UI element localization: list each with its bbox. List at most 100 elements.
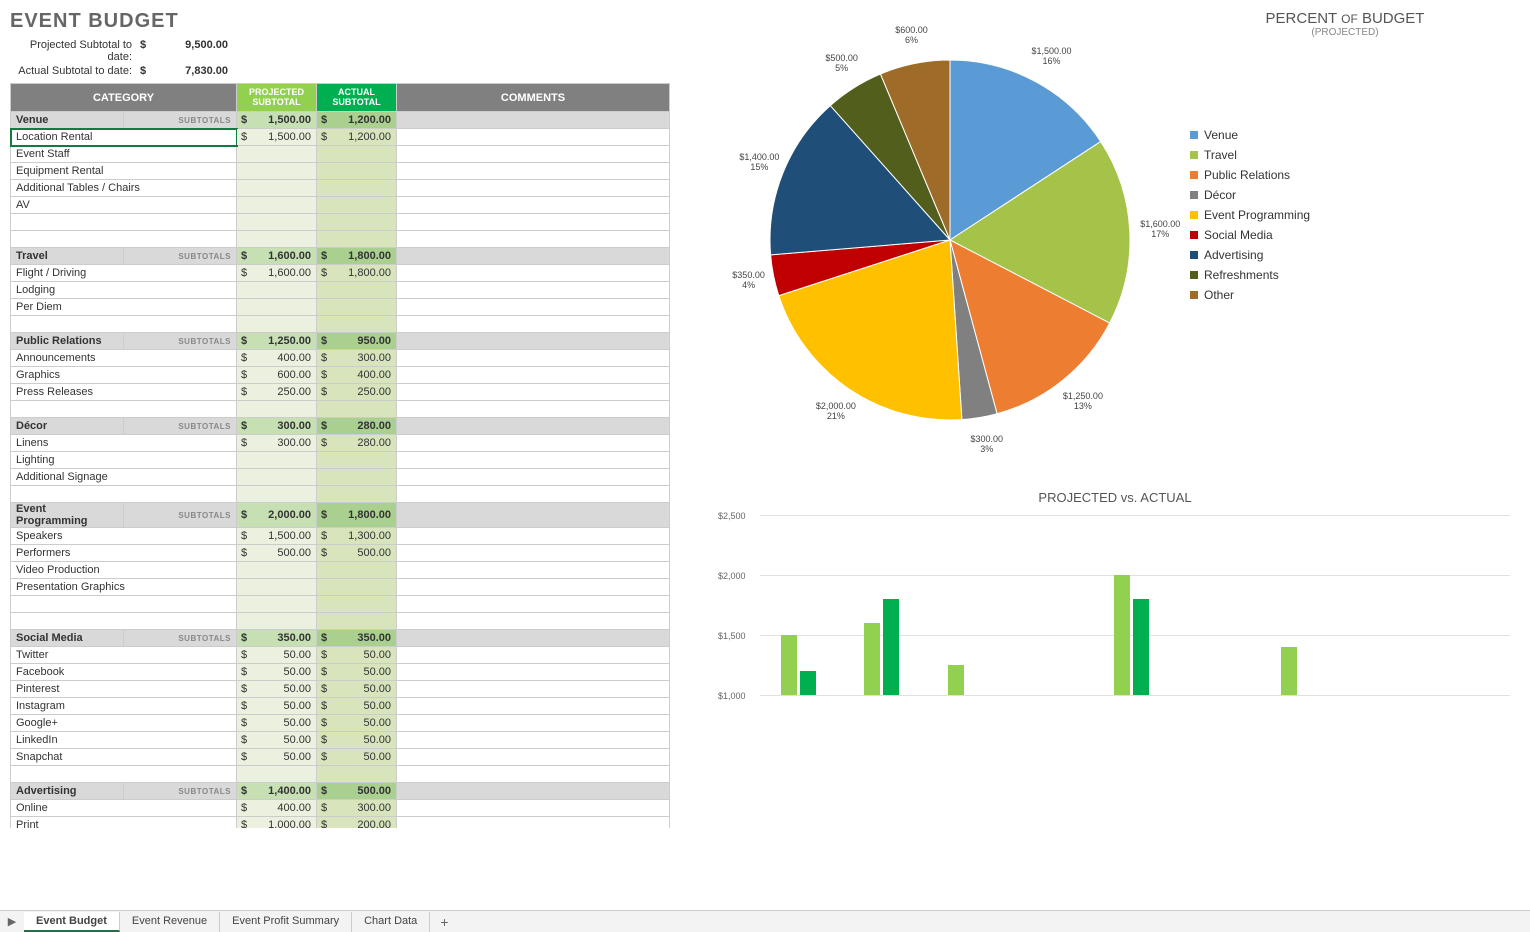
table-row[interactable]: Print $1,000.00 $200.00 [11, 817, 670, 829]
gridline: $1,000 [760, 695, 1510, 696]
bar-projected[interactable] [948, 665, 964, 695]
bar-group[interactable] [948, 665, 988, 695]
category-header-row[interactable]: Event Programming SUBTOTALS $2,000.00 $1… [11, 503, 670, 528]
pie-slice-label: $2,000.0021% [808, 402, 863, 422]
bar-projected[interactable] [1114, 575, 1130, 695]
bar-group[interactable] [1281, 647, 1321, 695]
y-axis-label: $1,000 [718, 691, 746, 701]
bar-actual[interactable] [883, 599, 899, 695]
table-row[interactable]: Instagram $50.00 $50.00 [11, 698, 670, 715]
pie-slice-label: $600.006% [884, 26, 939, 46]
table-row[interactable]: Announcements $400.00 $300.00 [11, 350, 670, 367]
table-row[interactable]: Performers $500.00 $500.00 [11, 545, 670, 562]
table-row[interactable] [11, 486, 670, 503]
bar-actual[interactable] [1133, 599, 1149, 695]
dollar-sign: $ [140, 39, 158, 51]
y-axis-label: $2,500 [718, 511, 746, 521]
table-row[interactable]: Additional Tables / Chairs [11, 180, 670, 197]
sheet-tab[interactable]: Event Profit Summary [220, 912, 352, 932]
pie-chart-title: PERCENT OF BUDGET [1180, 10, 1510, 27]
table-row[interactable]: Graphics $600.00 $400.00 [11, 367, 670, 384]
table-row[interactable]: Google+ $50.00 $50.00 [11, 715, 670, 732]
category-header-row[interactable]: Décor SUBTOTALS $300.00 $280.00 [11, 418, 670, 435]
pie-chart[interactable]: $1,500.0016%$1,600.0017%$1,250.0013%$300… [720, 10, 1180, 470]
col-actual[interactable]: ACTUAL SUBTOTAL [317, 84, 397, 112]
table-row[interactable]: Per Diem [11, 299, 670, 316]
table-row[interactable]: Speakers $1,500.00 $1,300.00 [11, 528, 670, 545]
table-row[interactable] [11, 401, 670, 418]
table-row[interactable] [11, 596, 670, 613]
table-row[interactable]: Location Rental $1,500.00 $1,200.00 [11, 129, 670, 146]
table-row[interactable]: Video Production [11, 562, 670, 579]
bar-projected[interactable] [1281, 647, 1297, 695]
pie-slice-label: $1,250.0013% [1055, 392, 1110, 412]
bar-group[interactable] [1114, 575, 1154, 695]
y-axis-label: $1,500 [718, 631, 746, 641]
col-category[interactable]: CATEGORY [11, 84, 237, 112]
add-sheet-button[interactable]: + [430, 914, 458, 930]
bar-projected[interactable] [864, 623, 880, 695]
table-row[interactable] [11, 613, 670, 630]
pie-slice-label: $1,600.0017% [1133, 220, 1188, 240]
pie-slice-label: $1,400.0015% [732, 153, 787, 173]
legend-item: Venue [1190, 128, 1510, 142]
category-header-row[interactable]: Public Relations SUBTOTALS $1,250.00 $95… [11, 333, 670, 350]
page-title: EVENT BUDGET [10, 10, 670, 33]
table-row[interactable] [11, 766, 670, 783]
table-row[interactable]: Press Releases $250.00 $250.00 [11, 384, 670, 401]
col-comments[interactable]: COMMENTS [397, 84, 670, 112]
pie-slice-label: $350.004% [721, 271, 776, 291]
legend-item: Refreshments [1190, 268, 1510, 282]
projected-subtotal-row: Projected Subtotal to date: $ 9,500.00 [10, 39, 670, 63]
bar-group[interactable] [781, 635, 821, 695]
table-row[interactable]: Flight / Driving $1,600.00 $1,800.00 [11, 265, 670, 282]
table-row[interactable]: Twitter $50.00 $50.00 [11, 647, 670, 664]
legend-item: Décor [1190, 188, 1510, 202]
table-row[interactable]: AV [11, 197, 670, 214]
y-axis-label: $2,000 [718, 571, 746, 581]
bar-group[interactable] [864, 599, 904, 695]
table-row[interactable]: Online $400.00 $300.00 [11, 800, 670, 817]
sheet-nav-arrow-icon[interactable]: ▶ [0, 915, 24, 928]
budget-left-panel: EVENT BUDGET Projected Subtotal to date:… [0, 0, 680, 828]
category-header-row[interactable]: Venue SUBTOTALS $1,500.00 $1,200.00 [11, 112, 670, 129]
legend-item: Travel [1190, 148, 1510, 162]
category-header-row[interactable]: Social Media SUBTOTALS $350.00 $350.00 [11, 630, 670, 647]
legend-item: Advertising [1190, 248, 1510, 262]
sheet-tab[interactable]: Chart Data [352, 912, 430, 932]
table-row[interactable]: Facebook $50.00 $50.00 [11, 664, 670, 681]
table-row[interactable]: Lodging [11, 282, 670, 299]
category-header-row[interactable]: Travel SUBTOTALS $1,600.00 $1,800.00 [11, 248, 670, 265]
table-row[interactable]: Lighting [11, 452, 670, 469]
sheet-tab[interactable]: Event Revenue [120, 912, 220, 932]
budget-table[interactable]: CATEGORY PROJECTED SUBTOTAL ACTUAL SUBTO… [10, 83, 670, 828]
table-row[interactable]: Event Staff [11, 146, 670, 163]
projected-subtotal-label: Projected Subtotal to date: [10, 39, 140, 63]
table-row[interactable] [11, 214, 670, 231]
legend-item: Public Relations [1190, 168, 1510, 182]
projected-subtotal-value: 9,500.00 [158, 39, 228, 51]
col-projected[interactable]: PROJECTED SUBTOTAL [237, 84, 317, 112]
table-row[interactable]: Pinterest $50.00 $50.00 [11, 681, 670, 698]
bar-chart-title: PROJECTED vs. ACTUAL [720, 490, 1510, 505]
bar-actual[interactable] [800, 671, 816, 695]
table-row[interactable]: Additional Signage [11, 469, 670, 486]
pie-legend: VenueTravelPublic RelationsDécorEvent Pr… [1190, 128, 1510, 302]
sheet-tab[interactable]: Event Budget [24, 912, 120, 932]
bar-projected[interactable] [781, 635, 797, 695]
table-row[interactable]: Presentation Graphics [11, 579, 670, 596]
pie-slice-label: $1,500.0016% [1024, 47, 1079, 67]
actual-subtotal-label: Actual Subtotal to date: [10, 65, 140, 77]
table-row[interactable]: LinkedIn $50.00 $50.00 [11, 732, 670, 749]
table-row[interactable]: Equipment Rental [11, 163, 670, 180]
gridline: $2,500 [760, 515, 1510, 516]
actual-subtotal-row: Actual Subtotal to date: $ 7,830.00 [10, 65, 670, 77]
table-row[interactable] [11, 316, 670, 333]
bar-chart[interactable]: $2,500$2,000$1,500$1,000 [760, 515, 1510, 695]
actual-subtotal-value: 7,830.00 [158, 65, 228, 77]
table-row[interactable]: Linens $300.00 $280.00 [11, 435, 670, 452]
category-header-row[interactable]: Advertising SUBTOTALS $1,400.00 $500.00 [11, 783, 670, 800]
table-row[interactable] [11, 231, 670, 248]
table-row[interactable]: Snapchat $50.00 $50.00 [11, 749, 670, 766]
sheet-tabs-bar: ▶ Event BudgetEvent RevenueEvent Profit … [0, 910, 1530, 932]
